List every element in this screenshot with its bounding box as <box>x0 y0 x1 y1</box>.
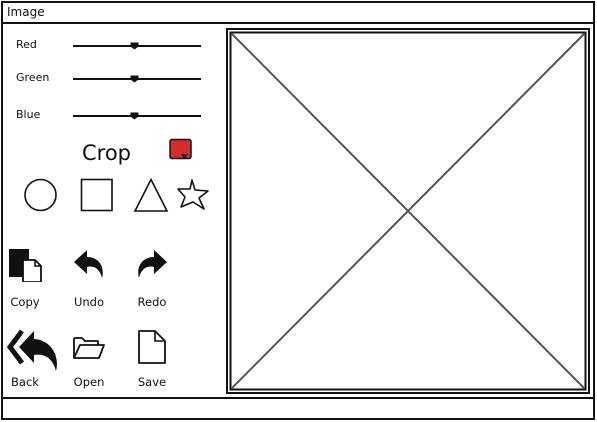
window-title: Image <box>7 5 45 19</box>
back-button[interactable]: Back <box>0 326 57 396</box>
file-icon <box>138 330 166 364</box>
redo-button[interactable]: Redo <box>127 244 177 314</box>
back-icon <box>7 329 57 371</box>
undo-button[interactable]: Undo <box>64 244 114 314</box>
slider-red-label: Red <box>16 38 37 51</box>
color-picker[interactable] <box>168 138 196 166</box>
copy-label: Copy <box>10 295 40 309</box>
slider-green-label: Green <box>16 71 50 84</box>
crop-button[interactable]: Crop <box>82 141 132 165</box>
copy-button[interactable]: Copy <box>0 244 50 314</box>
slider-red-thumb[interactable] <box>130 42 139 50</box>
title-bar: Image <box>1 1 595 24</box>
undo-icon <box>74 250 103 278</box>
circle-shape-icon[interactable] <box>24 178 58 212</box>
star-shape-icon[interactable] <box>176 178 212 212</box>
image-placeholder-icon[interactable] <box>226 28 590 394</box>
redo-icon <box>138 250 167 278</box>
save-label: Save <box>137 375 167 389</box>
open-button[interactable]: Open <box>64 326 114 396</box>
triangle-shape-icon[interactable] <box>133 178 169 213</box>
status-bar <box>1 397 595 420</box>
copy-icon <box>9 249 42 282</box>
back-label: Back <box>11 375 39 389</box>
slider-green-thumb[interactable] <box>130 75 139 83</box>
open-label: Open <box>73 375 105 389</box>
slider-blue-label: Blue <box>16 108 41 121</box>
folder-open-icon <box>73 337 105 359</box>
undo-label: Undo <box>73 295 105 309</box>
redo-label: Redo <box>137 295 167 309</box>
slider-blue-thumb[interactable] <box>130 112 139 120</box>
square-shape-icon[interactable] <box>80 178 114 212</box>
save-button[interactable]: Save <box>127 326 177 396</box>
